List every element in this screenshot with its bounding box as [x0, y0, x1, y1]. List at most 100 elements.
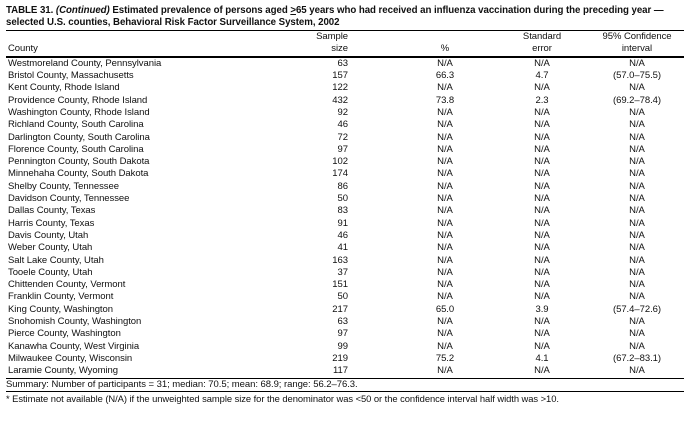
standard-error-cell: N/A	[534, 291, 550, 303]
standard-error-cell: N/A	[534, 242, 550, 254]
confidence-interval-cell: (67.2–83.1)	[612, 352, 662, 364]
county-cell: Bristol County, Massachusetts	[8, 70, 134, 82]
table-row: Milwaukee County, Wisconsin 219 75.2 4.1…	[6, 353, 684, 365]
standard-error-cell: N/A	[494, 365, 590, 379]
percent-cell: N/A	[437, 340, 453, 352]
confidence-interval-cell: N/A	[629, 180, 645, 192]
table-row: Dallas County, Texas 83 N/A N/A N/A	[6, 205, 684, 217]
sample-size-cell: 163	[332, 254, 348, 266]
confidence-interval-cell: N/A	[629, 205, 645, 217]
col-header-county: County	[6, 42, 285, 58]
sample-size-cell: 97	[337, 328, 349, 340]
confidence-interval-cell: (57.0–75.5)	[612, 70, 662, 82]
standard-error-cell: N/A	[534, 143, 550, 155]
county-cell: Providence County, Rhode Island	[8, 94, 148, 106]
sample-size-cell: 92	[337, 106, 349, 118]
standard-error-cell: 4.7	[535, 70, 549, 82]
percent-cell: N/A	[437, 82, 453, 94]
confidence-interval-cell: N/A	[629, 229, 645, 241]
sample-size-cell: 63	[337, 57, 349, 69]
percent-cell: N/A	[437, 106, 453, 118]
standard-error-cell: N/A	[534, 82, 550, 94]
sample-size-cell: 174	[332, 168, 348, 180]
title-rule	[6, 30, 684, 32]
confidence-interval-cell: N/A	[629, 82, 645, 94]
sample-size-cell: 122	[332, 82, 348, 94]
sample-size-cell: 97	[337, 143, 349, 155]
percent-cell: N/A	[437, 205, 453, 217]
sample-size-cell: 86	[337, 180, 349, 192]
col-header-sample-line2: size	[285, 42, 348, 58]
table-title-text-before: Estimated prevalence of persons aged	[109, 5, 291, 16]
summary-line: Summary: Number of participants = 31; me…	[6, 379, 684, 393]
sample-size-cell: 102	[332, 156, 348, 168]
confidence-interval-cell: N/A	[629, 340, 645, 352]
table-row: Davidson County, Tennessee 50 N/A N/A N/…	[6, 193, 684, 205]
percent-cell: N/A	[437, 328, 453, 340]
header-row-2: County size % error interval	[6, 42, 684, 58]
sample-size-cell: 432	[332, 94, 348, 106]
county-cell: Darlington County, South Carolina	[8, 131, 150, 143]
table-row: Chittenden County, Vermont 151 N/A N/A N…	[6, 279, 684, 291]
standard-error-cell: 3.9	[535, 303, 549, 315]
standard-error-cell: N/A	[534, 229, 550, 241]
standard-error-cell: N/A	[534, 119, 550, 131]
county-cell: Dallas County, Texas	[8, 205, 96, 217]
report-page: TABLE 31. (Continued) Estimated prevalen…	[6, 5, 684, 405]
confidence-interval-cell: N/A	[629, 143, 645, 155]
table-row: Minnehaha County, South Dakota 174 N/A N…	[6, 168, 684, 180]
table-title-text-after: 65 years who had received an influenza v…	[6, 5, 664, 28]
percent-cell: 75.2	[435, 352, 455, 364]
standard-error-cell: N/A	[534, 328, 550, 340]
confidence-interval-cell: N/A	[629, 266, 645, 278]
sample-size-cell: 37	[337, 266, 349, 278]
percent-cell: N/A	[437, 193, 453, 205]
sample-size-cell: 46	[337, 119, 349, 131]
col-header-se-line2: error	[494, 42, 590, 58]
county-cell: Washington County, Rhode Island	[8, 106, 150, 118]
confidence-interval-cell: N/A	[629, 242, 645, 254]
table-row: Salt Lake County, Utah 163 N/A N/A N/A	[6, 255, 684, 267]
sample-size-cell: 41	[337, 242, 349, 254]
table-header: Sample Standard 95% Confidence County si…	[6, 31, 684, 58]
percent-cell: N/A	[437, 254, 453, 266]
table-body: Westmoreland County, Pennsylvania 63 N/A…	[6, 57, 684, 379]
standard-error-cell: N/A	[534, 316, 550, 328]
standard-error-cell: N/A	[534, 254, 550, 266]
table-row: Weber County, Utah 41 N/A N/A N/A	[6, 242, 684, 254]
county-cell: Weber County, Utah	[8, 242, 93, 254]
confidence-interval-cell: N/A	[629, 291, 645, 303]
confidence-interval-cell: N/A	[629, 119, 645, 131]
table-title-number: TABLE 31.	[6, 5, 56, 16]
county-cell: Laramie County, Wyoming	[6, 365, 285, 379]
percent-cell: N/A	[437, 217, 453, 229]
standard-error-cell: N/A	[534, 340, 550, 352]
table-row: Florence County, South Carolina 97 N/A N…	[6, 144, 684, 156]
table-row: Davis County, Utah 46 N/A N/A N/A	[6, 230, 684, 242]
standard-error-cell: N/A	[534, 131, 550, 143]
sample-size-cell: 50	[337, 291, 349, 303]
table-row: Pennington County, South Dakota 102 N/A …	[6, 156, 684, 168]
county-cell: Florence County, South Carolina	[8, 143, 144, 155]
percent-cell: N/A	[437, 266, 453, 278]
footnote: * Estimate not available (N/A) if the un…	[6, 393, 559, 405]
percent-cell: N/A	[437, 143, 453, 155]
percent-cell: 66.3	[435, 70, 455, 82]
standard-error-cell: N/A	[534, 156, 550, 168]
confidence-interval-cell: N/A	[629, 156, 645, 168]
sample-size-cell: 46	[337, 229, 349, 241]
confidence-interval-cell: N/A	[629, 217, 645, 229]
col-header-sample-line1: Sample	[316, 31, 348, 43]
percent-cell: N/A	[437, 291, 453, 303]
table-row: Tooele County, Utah 37 N/A N/A N/A	[6, 267, 684, 279]
sample-size-cell: 91	[337, 217, 349, 229]
table-row: Franklin County, Vermont 50 N/A N/A N/A	[6, 291, 684, 303]
standard-error-cell: N/A	[534, 205, 550, 217]
table-row: Westmoreland County, Pennsylvania 63 N/A…	[6, 57, 684, 70]
confidence-interval-cell: N/A	[629, 131, 645, 143]
table-row: Shelby County, Tennessee 86 N/A N/A N/A	[6, 181, 684, 193]
percent-cell: N/A	[437, 131, 453, 143]
confidence-interval-cell: N/A	[629, 57, 645, 69]
col-header-percent: %	[348, 42, 494, 58]
header-row-1: Sample Standard 95% Confidence	[6, 31, 684, 43]
